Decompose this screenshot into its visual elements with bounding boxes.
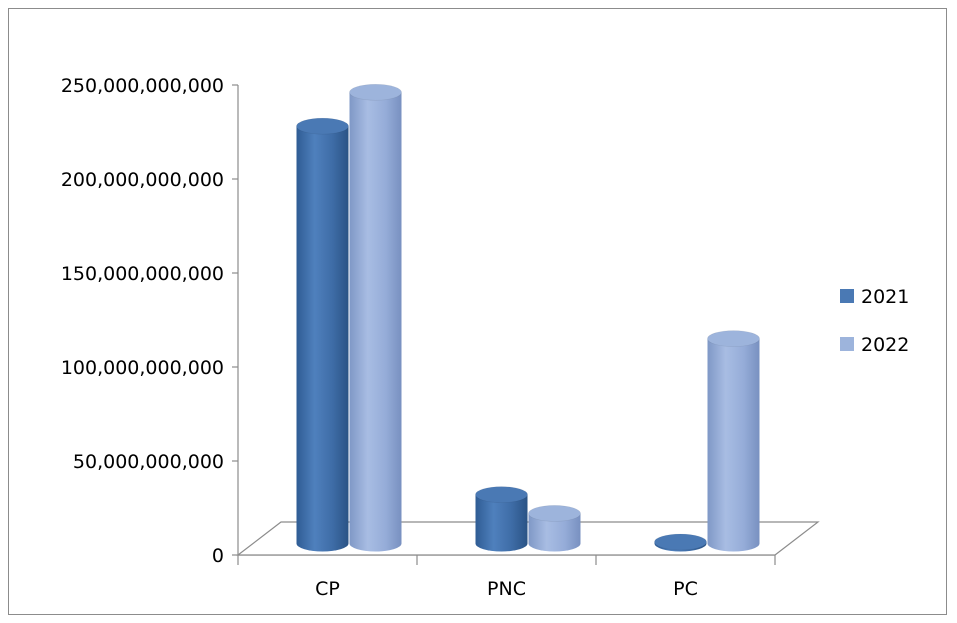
bar-top bbox=[528, 505, 581, 522]
y-tick-label: 250,000,000,000 bbox=[61, 75, 224, 97]
bar-cp-2021 bbox=[296, 117, 349, 552]
legend-label: 2022 bbox=[861, 334, 909, 356]
legend-item-2022: 2022 bbox=[840, 334, 909, 356]
bar-pc-2021 bbox=[654, 533, 707, 552]
bar-top bbox=[654, 533, 707, 551]
y-tick-label: 200,000,000,000 bbox=[61, 169, 224, 191]
bar-pnc-2021 bbox=[475, 486, 528, 552]
category-label-pnc: PNC bbox=[487, 578, 526, 600]
legend-swatch bbox=[840, 289, 854, 303]
bar-top bbox=[296, 117, 349, 135]
bar-top bbox=[475, 486, 528, 503]
bar-body bbox=[349, 92, 402, 552]
y-tick-label: 50,000,000,000 bbox=[73, 451, 224, 473]
bar-pnc-2022 bbox=[528, 505, 581, 552]
labels: 0 50,000,000,000 100,000,000,000 150,000,00… bbox=[61, 75, 698, 600]
legend-item-2021: 2021 bbox=[840, 286, 909, 308]
bar-cp-2022 bbox=[349, 84, 402, 552]
category-label-cp: CP bbox=[315, 578, 340, 600]
bar-body bbox=[296, 126, 349, 552]
legend-swatch bbox=[840, 337, 854, 351]
category-label-pc: PC bbox=[673, 578, 698, 600]
y-tick-label: 0 bbox=[212, 545, 224, 567]
y-tick-label: 150,000,000,000 bbox=[61, 263, 224, 285]
bars bbox=[296, 84, 760, 552]
bar-body bbox=[475, 494, 528, 552]
bar-top bbox=[349, 84, 402, 101]
bar-pc-2022 bbox=[707, 330, 760, 552]
bar-body bbox=[528, 513, 581, 552]
bar-top bbox=[707, 330, 760, 347]
legend: 2021 2022 bbox=[840, 286, 909, 356]
y-tick-label: 100,000,000,000 bbox=[61, 357, 224, 379]
bar-body bbox=[707, 338, 760, 552]
legend-label: 2021 bbox=[861, 286, 909, 308]
